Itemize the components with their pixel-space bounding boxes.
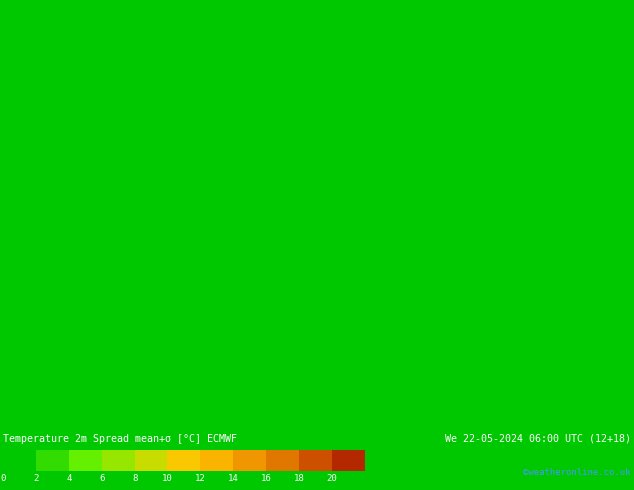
Text: 6: 6 [99, 474, 105, 483]
Bar [167, 449, 200, 471]
Text: 2: 2 [34, 474, 39, 483]
Bar [36, 449, 69, 471]
Bar [233, 449, 266, 471]
Text: 20: 20 [327, 474, 337, 483]
Text: 12: 12 [195, 474, 205, 483]
Bar [134, 449, 167, 471]
Bar [101, 449, 134, 471]
Bar [200, 449, 233, 471]
Bar [3, 449, 36, 471]
Text: ©weatheronline.co.uk: ©weatheronline.co.uk [523, 468, 631, 477]
Text: 4: 4 [66, 474, 72, 483]
Bar [266, 449, 299, 471]
Bar [332, 449, 365, 471]
Text: 16: 16 [261, 474, 271, 483]
Text: Temperature 2m Spread mean+σ [°C] ECMWF: Temperature 2m Spread mean+σ [°C] ECMWF [3, 434, 237, 444]
Text: 8: 8 [132, 474, 138, 483]
Text: 14: 14 [228, 474, 238, 483]
Text: 10: 10 [162, 474, 173, 483]
Text: 0: 0 [1, 474, 6, 483]
Text: We 22-05-2024 06:00 UTC (12+18): We 22-05-2024 06:00 UTC (12+18) [445, 434, 631, 444]
Text: 18: 18 [294, 474, 304, 483]
Bar [69, 449, 101, 471]
Bar [299, 449, 332, 471]
